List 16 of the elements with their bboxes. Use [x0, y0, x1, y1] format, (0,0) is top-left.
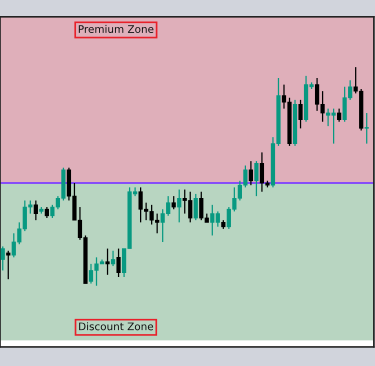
candlestick — [298, 99, 303, 129]
candlestick — [44, 206, 49, 219]
candlestick — [172, 195, 176, 210]
candlestick — [364, 112, 369, 144]
candlestick — [0, 246, 5, 272]
band-label: Premium Zone — [78, 24, 154, 33]
candlestick — [34, 200, 38, 221]
candlestick — [254, 160, 259, 197]
band-label: Discount Zone — [79, 322, 154, 330]
candlestick — [337, 108, 342, 122]
candlestick — [177, 188, 182, 223]
candlestick — [110, 250, 116, 267]
candlestick — [194, 193, 198, 221]
candlestick — [248, 160, 254, 186]
candlestick — [116, 248, 121, 278]
candlestick — [6, 250, 10, 280]
